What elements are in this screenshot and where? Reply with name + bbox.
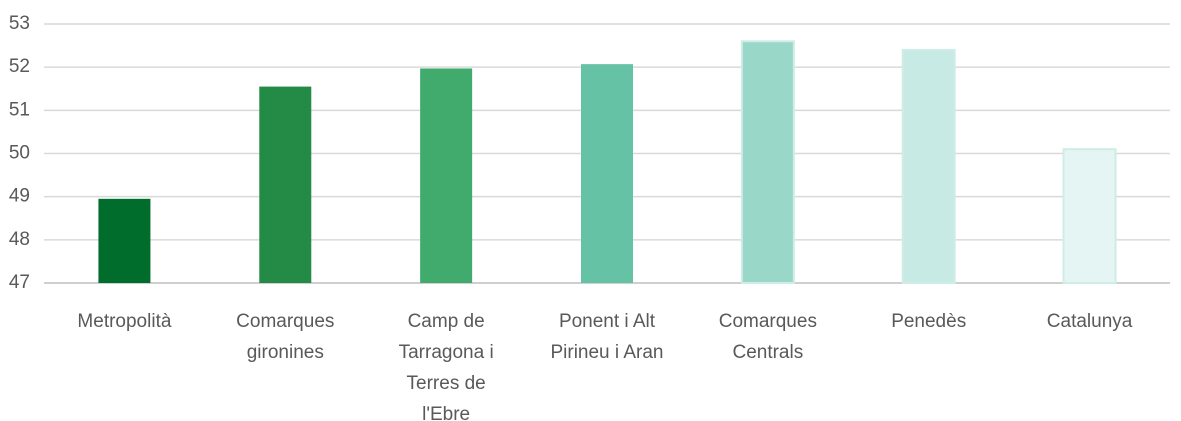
bar (420, 68, 473, 283)
x-tick-label: Camp de Tarragona i Terres de l'Ebre (398, 311, 494, 421)
x-tick-label: Penedès (891, 311, 967, 332)
y-tick-label: 48 (9, 229, 30, 250)
y-tick-label: 50 (9, 143, 30, 164)
y-tick-label: 53 (9, 13, 30, 34)
x-tick-label: Catalunya (1046, 311, 1133, 332)
y-tick-label: 49 (9, 186, 30, 207)
bar (98, 198, 151, 283)
x-tick-label: Ponent i Alt Pirineu i Aran (550, 311, 664, 363)
bar (259, 86, 312, 283)
x-tick-label: Comarques gironines (236, 311, 335, 363)
y-tick-label: 52 (9, 56, 30, 77)
x-tick-label: Comarques Centrals (718, 311, 817, 363)
bar (1062, 148, 1117, 284)
x-tick-label: Metropolità (77, 311, 172, 332)
y-tick-label: 47 (9, 272, 30, 293)
bar (581, 64, 633, 284)
bar (740, 40, 795, 285)
y-tick-label: 51 (9, 99, 30, 120)
bar (901, 48, 956, 285)
